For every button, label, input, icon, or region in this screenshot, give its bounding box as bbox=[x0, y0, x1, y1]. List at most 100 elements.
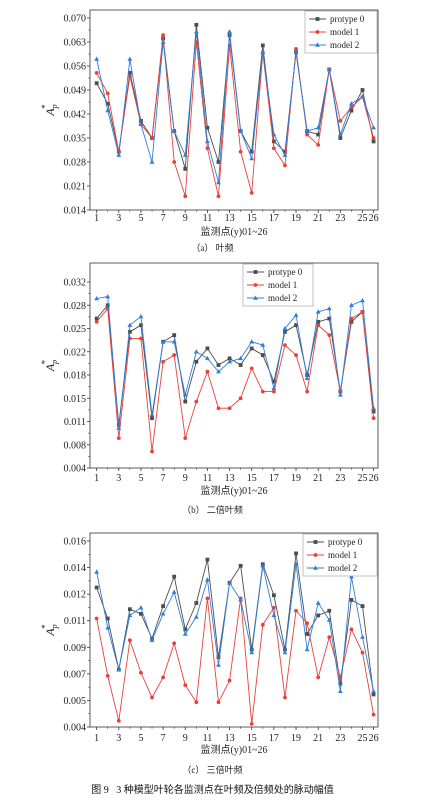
x-tick-label: 21 bbox=[313, 473, 323, 484]
point-model-2 bbox=[182, 152, 188, 157]
point-protype-0 bbox=[216, 363, 221, 367]
point-model-1 bbox=[305, 389, 310, 394]
point-model-2 bbox=[216, 179, 221, 185]
y-tick-label: 0.021 bbox=[64, 182, 87, 193]
point-model-1 bbox=[161, 359, 166, 364]
point-protype-0 bbox=[371, 409, 376, 414]
series-line-model-2 bbox=[96, 31, 374, 184]
point-protype-0 bbox=[271, 379, 276, 384]
y-tick-label: 0.004 bbox=[64, 723, 87, 734]
point-protype-0 bbox=[271, 139, 276, 144]
point-protype-0 bbox=[183, 627, 188, 632]
point-model-1 bbox=[294, 608, 298, 613]
point-protype-0 bbox=[139, 611, 143, 616]
point-protype-0 bbox=[172, 574, 177, 579]
point-model-2 bbox=[116, 425, 122, 430]
point-protype-0 bbox=[360, 88, 365, 92]
point-protype-0 bbox=[194, 359, 199, 364]
chart-3: 0.004 0.005 0.007 0.009 0.011 0.012 0.014 0.016… bbox=[40, 532, 379, 775]
point-model-1 bbox=[249, 366, 254, 371]
point-model-2 bbox=[227, 359, 232, 364]
legend-entry-model-1: model 1 bbox=[247, 280, 297, 290]
y-tick-label: 0.008 bbox=[64, 440, 87, 451]
y-tick-label: 0.063 bbox=[64, 38, 87, 49]
point-model-1 bbox=[150, 136, 154, 140]
point-protype-0 bbox=[216, 655, 221, 660]
x-tick-label: 15 bbox=[247, 213, 257, 224]
point-model-1 bbox=[371, 712, 376, 717]
point-model-2 bbox=[315, 309, 321, 314]
legend-label: protype 0 bbox=[268, 267, 303, 277]
x-tick-label: 26 bbox=[369, 733, 379, 744]
x-tick-label: 3 bbox=[116, 213, 121, 224]
point-protype-0 bbox=[316, 132, 321, 137]
legend-entry-protype-0: protype 0 bbox=[307, 537, 363, 547]
series-line-model-2 bbox=[96, 296, 375, 429]
y-axis-label-base: A bbox=[43, 363, 57, 372]
point-model-1 bbox=[360, 650, 365, 655]
point-model-1 bbox=[116, 718, 121, 723]
point-model-1 bbox=[349, 316, 354, 321]
y-tick-label: 0.012 bbox=[64, 590, 87, 601]
legend-swatch-marker bbox=[253, 283, 258, 287]
x-tick-label: 11 bbox=[203, 733, 213, 744]
point-protype-0 bbox=[238, 363, 243, 367]
point-protype-0 bbox=[127, 607, 132, 612]
subfigure-caption: （a） 叶频 bbox=[191, 242, 233, 253]
point-protype-0 bbox=[338, 681, 343, 686]
point-protype-0 bbox=[205, 346, 210, 351]
y-tick-label: 0.032 bbox=[64, 278, 87, 289]
y-tick-label: 0.028 bbox=[64, 301, 87, 312]
point-protype-0 bbox=[94, 585, 99, 590]
point-model-2 bbox=[216, 662, 221, 667]
point-model-2 bbox=[315, 600, 321, 605]
point-model-1 bbox=[260, 622, 265, 627]
y-tick-label: 0.009 bbox=[64, 643, 87, 654]
point-model-1 bbox=[194, 700, 199, 705]
point-model-2 bbox=[116, 152, 122, 157]
point-protype-0 bbox=[283, 329, 287, 334]
point-protype-0 bbox=[305, 632, 310, 636]
point-model-1 bbox=[283, 695, 287, 700]
point-model-2 bbox=[282, 325, 288, 331]
y-tick-label: 0.014 bbox=[64, 206, 87, 217]
point-model-1 bbox=[238, 396, 243, 401]
point-model-1 bbox=[94, 70, 99, 75]
x-tick-label: 23 bbox=[335, 473, 345, 484]
point-model-2 bbox=[105, 294, 111, 299]
legend-entry-protype-0: protype 0 bbox=[247, 267, 303, 277]
legend-label: model 2 bbox=[330, 40, 359, 50]
point-model-2 bbox=[293, 312, 299, 317]
point-model-2 bbox=[171, 128, 177, 133]
point-model-2 bbox=[94, 296, 100, 301]
legend-label: model 1 bbox=[330, 27, 359, 37]
point-model-1 bbox=[216, 700, 221, 705]
point-model-2 bbox=[304, 128, 310, 133]
point-model-2 bbox=[205, 138, 210, 144]
point-model-2 bbox=[116, 667, 122, 672]
point-model-2 bbox=[304, 646, 310, 652]
point-model-2 bbox=[326, 617, 332, 622]
legend-swatch-marker bbox=[313, 565, 318, 570]
y-tick-label: 0.056 bbox=[64, 62, 87, 73]
point-model-1 bbox=[260, 389, 265, 394]
point-protype-0 bbox=[349, 319, 354, 324]
point-protype-0 bbox=[327, 608, 332, 613]
legend-swatch-marker bbox=[315, 17, 320, 21]
point-model-1 bbox=[94, 616, 99, 621]
point-model-1 bbox=[338, 118, 343, 123]
point-model-2 bbox=[326, 66, 332, 72]
point-model-1 bbox=[371, 136, 376, 140]
legend-swatch-marker bbox=[253, 270, 258, 274]
x-tick-label: 26 bbox=[369, 473, 379, 484]
x-tick-label: 25 bbox=[357, 733, 367, 744]
point-model-2 bbox=[260, 563, 266, 568]
point-model-2 bbox=[193, 614, 199, 619]
y-axis-label: Ap* bbox=[40, 104, 59, 117]
x-tick-label: 15 bbox=[247, 733, 257, 744]
x-axis-label: 监测点(y)01~26 bbox=[200, 225, 267, 238]
point-protype-0 bbox=[316, 613, 321, 618]
x-tick-label: 26 bbox=[369, 213, 379, 224]
point-model-2 bbox=[304, 375, 310, 381]
